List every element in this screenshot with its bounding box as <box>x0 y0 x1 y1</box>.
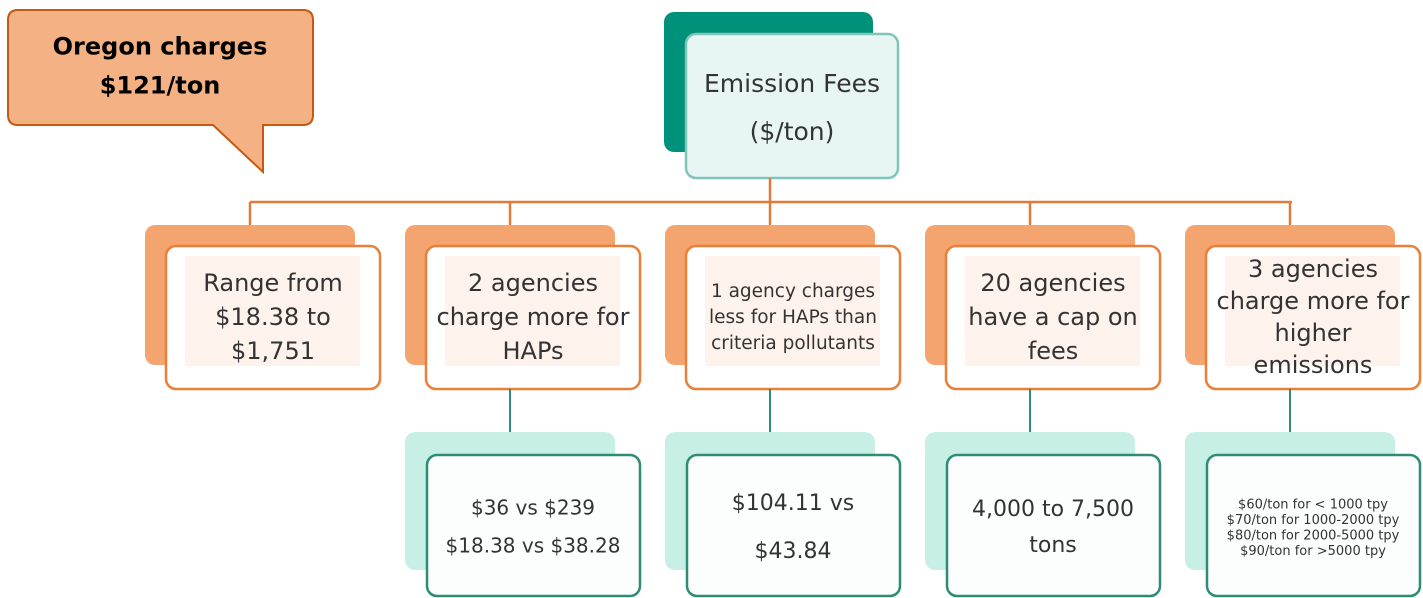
detail-text: tons <box>1029 533 1077 558</box>
node-text: Range from <box>203 269 343 297</box>
node-text: HAPs <box>502 337 563 365</box>
node-text: less for HAPs than <box>709 307 877 328</box>
callout-text: Oregon charges <box>53 33 268 61</box>
detail-text: $43.84 <box>755 539 832 564</box>
detail-text: 4,000 to 7,500 <box>972 497 1134 522</box>
root-text: Emission Fees <box>704 69 880 98</box>
node-text: charge more for <box>1217 287 1410 315</box>
detail-text: $60/ton for < 1000 tpy <box>1238 497 1388 512</box>
node-text: have a cap on <box>968 303 1138 331</box>
node-text: higher <box>1275 319 1352 347</box>
callout-text: $121/ton <box>100 72 221 100</box>
node-text: charge more for <box>437 303 630 331</box>
node-inner <box>185 256 360 366</box>
node-inner <box>1225 256 1400 366</box>
detail-text: $80/ton for 2000-5000 tpy <box>1227 528 1400 543</box>
node-inner <box>445 256 620 366</box>
node-inner <box>705 256 880 366</box>
node-text: 2 agencies <box>468 269 598 297</box>
root-text: ($/ton) <box>750 117 835 146</box>
detail-text: $18.38 vs $38.28 <box>446 534 621 558</box>
node-text: emissions <box>1254 351 1373 379</box>
callout-bubble <box>7 9 314 175</box>
detail-box <box>425 453 642 598</box>
node-text: fees <box>1028 337 1078 365</box>
node-text: 1 agency charges <box>711 281 875 302</box>
detail-text: $36 vs $239 <box>471 496 595 520</box>
detail-box <box>945 453 1162 598</box>
detail-text: $90/ton for >5000 tpy <box>1240 544 1386 559</box>
connectors <box>250 178 1292 204</box>
node-text: $18.38 to <box>215 303 331 331</box>
root-box <box>684 32 900 180</box>
detail-text: $104.11 vs <box>732 491 854 516</box>
detail-box <box>685 453 902 598</box>
node-inner <box>965 256 1140 366</box>
detail-box <box>1205 453 1422 598</box>
node-text: $1,751 <box>231 337 315 365</box>
node-text: 20 agencies <box>980 269 1125 297</box>
node-text: criteria pollutants <box>711 333 875 354</box>
detail-text: $70/ton for 1000-2000 tpy <box>1227 513 1400 528</box>
node-text: 3 agencies <box>1248 255 1378 283</box>
